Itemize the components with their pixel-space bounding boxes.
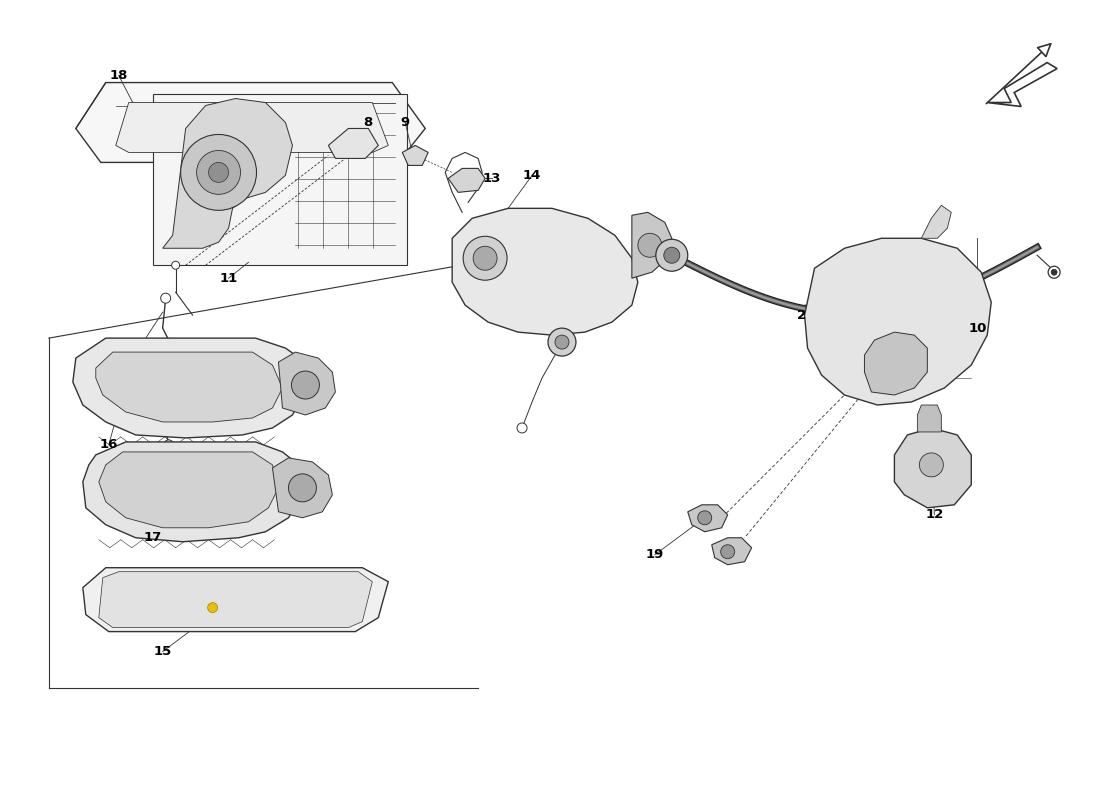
Circle shape <box>292 371 319 399</box>
Circle shape <box>548 328 576 356</box>
Text: 10: 10 <box>968 322 987 334</box>
Circle shape <box>164 440 174 450</box>
Text: 16: 16 <box>100 438 118 451</box>
Circle shape <box>920 453 944 477</box>
Circle shape <box>638 234 662 258</box>
Polygon shape <box>99 572 372 628</box>
Text: 8: 8 <box>364 116 373 129</box>
Circle shape <box>473 246 497 270</box>
Circle shape <box>1052 270 1057 275</box>
Polygon shape <box>96 352 283 422</box>
Text: 15: 15 <box>154 645 172 658</box>
Text: 9: 9 <box>400 116 410 129</box>
Polygon shape <box>987 62 1057 106</box>
Circle shape <box>197 150 241 194</box>
Text: 19: 19 <box>646 548 664 562</box>
Polygon shape <box>865 332 927 395</box>
Polygon shape <box>403 146 428 166</box>
Polygon shape <box>804 238 991 405</box>
Text: 13: 13 <box>483 172 502 185</box>
Polygon shape <box>631 212 672 278</box>
Circle shape <box>180 134 256 210</box>
Circle shape <box>663 247 680 263</box>
Polygon shape <box>273 458 332 518</box>
Circle shape <box>208 602 218 613</box>
Circle shape <box>463 236 507 280</box>
Polygon shape <box>116 102 388 153</box>
FancyBboxPatch shape <box>153 94 407 266</box>
Polygon shape <box>163 98 293 248</box>
Text: 14: 14 <box>522 169 541 182</box>
Polygon shape <box>452 208 638 335</box>
Polygon shape <box>99 452 278 528</box>
Text: 11: 11 <box>219 272 238 285</box>
Text: 12: 12 <box>925 508 944 522</box>
Text: 18: 18 <box>110 69 128 82</box>
Polygon shape <box>712 538 751 565</box>
Circle shape <box>517 423 527 433</box>
Circle shape <box>697 511 712 525</box>
Polygon shape <box>329 129 378 158</box>
Polygon shape <box>278 352 336 415</box>
Polygon shape <box>82 442 302 542</box>
Text: 3: 3 <box>128 351 138 365</box>
Circle shape <box>556 335 569 349</box>
Polygon shape <box>894 428 971 508</box>
Circle shape <box>656 239 688 271</box>
Circle shape <box>172 262 179 270</box>
Circle shape <box>161 293 170 303</box>
Polygon shape <box>917 405 942 432</box>
Polygon shape <box>448 169 485 192</box>
Circle shape <box>209 162 229 182</box>
Circle shape <box>288 474 317 502</box>
Circle shape <box>1048 266 1060 278</box>
Text: 2: 2 <box>798 309 806 322</box>
Polygon shape <box>76 82 426 162</box>
Circle shape <box>720 545 735 558</box>
Polygon shape <box>82 568 388 631</box>
Text: 17: 17 <box>144 531 162 544</box>
Polygon shape <box>73 338 306 438</box>
Polygon shape <box>688 505 728 532</box>
Polygon shape <box>922 206 952 238</box>
